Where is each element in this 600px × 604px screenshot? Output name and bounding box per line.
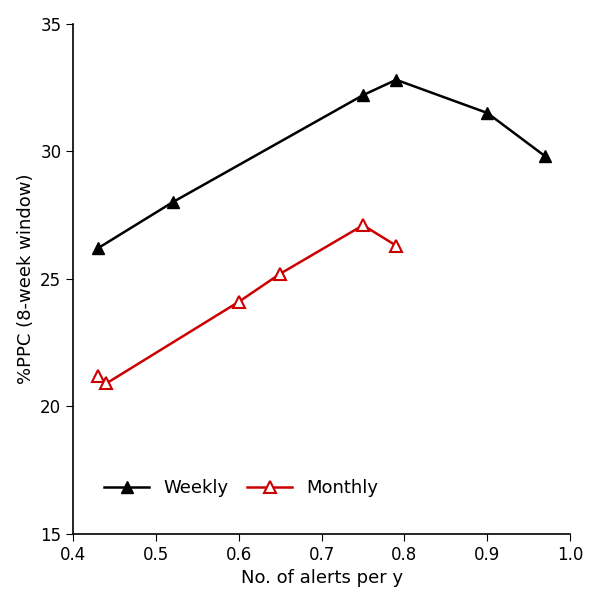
Monthly	[94, 372, 101, 379]
Weekly	[484, 109, 491, 117]
Monthly	[359, 222, 367, 229]
X-axis label: No. of alerts per y: No. of alerts per y	[241, 570, 403, 587]
Monthly	[103, 380, 110, 387]
Weekly	[359, 91, 367, 98]
Weekly	[542, 153, 549, 160]
Legend: Weekly, Monthly: Weekly, Monthly	[97, 472, 386, 504]
Weekly	[94, 245, 101, 252]
Weekly	[392, 76, 400, 83]
Monthly	[277, 270, 284, 277]
Monthly	[235, 298, 242, 306]
Line: Weekly: Weekly	[92, 74, 551, 254]
Monthly	[392, 242, 400, 249]
Y-axis label: %PPC (8-week window): %PPC (8-week window)	[17, 173, 35, 384]
Weekly	[169, 199, 176, 206]
Line: Monthly: Monthly	[92, 219, 403, 390]
